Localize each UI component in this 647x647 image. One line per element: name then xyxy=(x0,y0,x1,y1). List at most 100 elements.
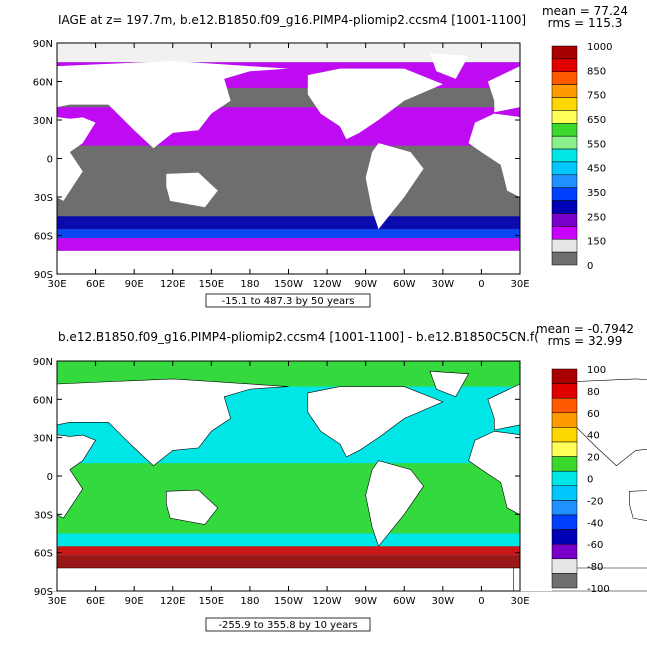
land-shape xyxy=(307,68,443,140)
colorbar-swatch xyxy=(551,529,578,545)
colorbar-swatch xyxy=(551,148,578,163)
colorbar-swatch xyxy=(551,368,578,384)
land-shape xyxy=(429,370,470,398)
colorbar-label: 550 xyxy=(587,139,606,150)
colorbar-label: 750 xyxy=(587,91,606,102)
x-tick-label: 150E xyxy=(199,596,224,607)
panel-top: 30E 60E 90E 120E 150E 180 150W 120W 90W 60W 30W 0 30… xyxy=(0,0,647,323)
x-tick-label: 120W xyxy=(313,279,342,290)
x-tick-label: 150E xyxy=(199,279,224,290)
field-band xyxy=(57,501,520,534)
field-band xyxy=(57,555,520,568)
y-tick-label: 90S xyxy=(34,587,53,598)
colorbar-label: 60 xyxy=(587,409,600,420)
land-shape xyxy=(50,250,520,274)
x-tick-label: 30E xyxy=(47,279,66,290)
colorbar-swatch xyxy=(551,58,578,73)
colorbar-label: 80 xyxy=(587,387,600,398)
contour-info: -15.1 to 487.3 by 50 years xyxy=(205,293,371,308)
x-tick-label: 120E xyxy=(160,279,185,290)
y-tick-label: 90N xyxy=(33,39,53,50)
x-tick-label: 120E xyxy=(160,596,185,607)
colorbar-label: 250 xyxy=(587,212,606,223)
colorbar-swatch xyxy=(551,123,578,137)
colorbar-label: 350 xyxy=(587,188,606,199)
colorbar-swatch xyxy=(551,427,578,443)
land-shape xyxy=(429,53,469,79)
colorbar-swatch xyxy=(551,226,578,240)
x-tick-label: 60W xyxy=(393,279,416,290)
land-shape xyxy=(629,490,647,522)
mean-label: mean = -0.7942 xyxy=(536,323,634,336)
x-tick-label: 60W xyxy=(393,596,416,607)
x-tick-label: 120W xyxy=(313,596,342,607)
x-tick-label: 90W xyxy=(354,279,377,290)
colorbar-swatch xyxy=(551,238,578,253)
colorbar-label: 20 xyxy=(587,453,600,464)
colorbar-label: 850 xyxy=(587,66,606,77)
colorbar-label: -40 xyxy=(587,518,603,529)
colorbar-swatch xyxy=(551,161,578,176)
colorbar-swatch xyxy=(551,441,578,457)
colorbar-label: -100 xyxy=(587,584,610,595)
colorbar-label: -80 xyxy=(587,562,603,573)
colorbar-label: -60 xyxy=(587,540,603,551)
colorbar-swatch xyxy=(551,397,578,414)
x-tick-label: 30W xyxy=(432,596,455,607)
colorbar-label: 0 xyxy=(587,261,593,272)
contour-info: -255.9 to 355.8 by 10 years xyxy=(205,617,371,632)
y-tick-label: 90N xyxy=(33,357,53,368)
colorbar-label: 100 xyxy=(587,365,606,376)
colorbar-swatch xyxy=(551,470,578,487)
colorbar-swatch xyxy=(551,187,578,201)
x-tick-label: 30E xyxy=(510,279,529,290)
colorbar-swatch xyxy=(551,135,578,150)
y-tick-label: 30S xyxy=(34,510,53,521)
colorbar-label: 150 xyxy=(587,237,606,248)
colorbar-swatch xyxy=(551,485,578,501)
field-band xyxy=(57,463,520,502)
colorbar-swatch xyxy=(551,514,578,530)
field-band xyxy=(57,216,520,230)
land-shape xyxy=(365,143,424,230)
field-band xyxy=(57,546,520,556)
margin-left xyxy=(0,361,57,591)
land-shape xyxy=(24,60,289,149)
colorbar-swatch xyxy=(551,213,578,227)
colorbar-swatch xyxy=(551,200,578,214)
colorbar-swatch xyxy=(551,97,578,111)
colorbar-swatch xyxy=(551,84,578,98)
mean-label: mean = 77.24 xyxy=(542,4,628,18)
land-shape xyxy=(365,460,424,547)
x-tick-label: 30E xyxy=(47,596,66,607)
colorbar-swatch xyxy=(551,71,578,85)
x-tick-label: 30E xyxy=(510,596,529,607)
x-tick-label: 30W xyxy=(432,279,455,290)
land-shape xyxy=(166,172,218,208)
panel-bottom: 30E 60E 90E 120E 150E 180 150W 120W 90W 60W 30W 0 30… xyxy=(0,323,647,646)
ocean-age-map: 30E 60E 90E 120E 150E 180 150W 120W 90W 60W 30W 0 30… xyxy=(0,4,647,308)
colorbar-label: 0 xyxy=(587,475,593,486)
y-tick-label: 30N xyxy=(33,116,53,127)
contour-info-box xyxy=(205,293,371,308)
contour-info-text: -15.1 to 487.3 by 50 years xyxy=(222,296,355,307)
x-tick-label: 150W xyxy=(274,279,303,290)
colorbar-swatch xyxy=(551,543,578,560)
colorbar-swatch xyxy=(551,456,578,472)
margin-right xyxy=(520,361,552,591)
y-tick-label: 0 xyxy=(47,155,53,166)
x-tick-label: 180 xyxy=(240,279,259,290)
colorbar-swatch xyxy=(551,383,578,399)
y-tick-label: 30N xyxy=(33,434,53,445)
field-band xyxy=(57,229,520,239)
land-shape xyxy=(629,173,647,204)
x-tick-label: 60E xyxy=(86,279,105,290)
colorbar-label: 650 xyxy=(587,115,606,126)
land-shape xyxy=(50,567,521,592)
colorbar-swatch xyxy=(551,110,578,124)
colorbar-swatch xyxy=(551,412,578,428)
colorbar-swatch xyxy=(551,500,578,516)
x-tick-label: 0 xyxy=(478,596,484,607)
contour-info-text: -255.9 to 355.8 by 10 years xyxy=(218,620,357,631)
x-tick-label: 90W xyxy=(354,596,377,607)
